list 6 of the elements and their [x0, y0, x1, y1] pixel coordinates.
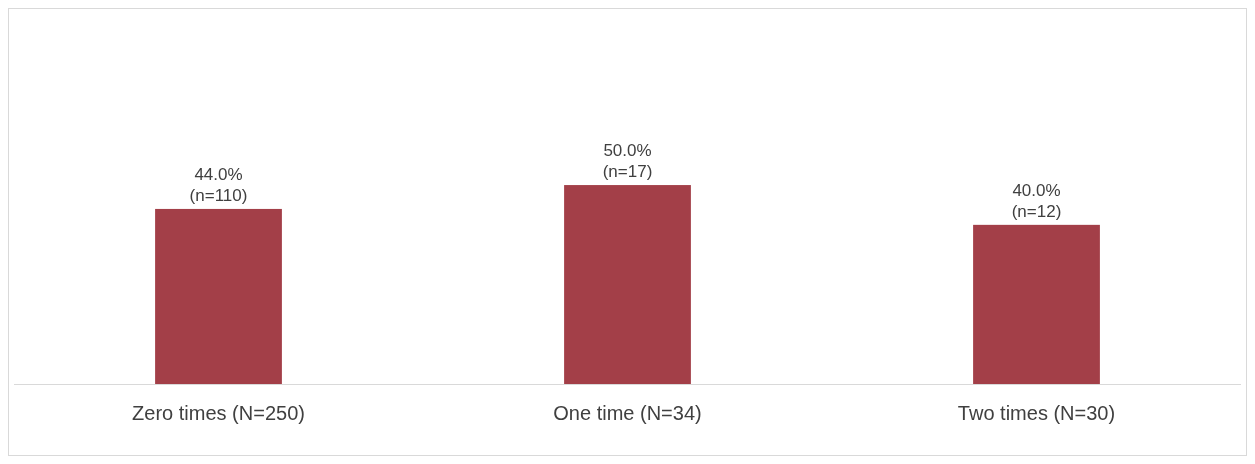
data-label: 50.0% (n=17)	[602, 141, 653, 182]
x-tick-label: Two times (N=30)	[957, 402, 1116, 424]
x-tick-label: Zero times (N=250)	[132, 402, 305, 424]
data-label: 44.0% (n=110)	[189, 164, 248, 205]
x-tick-label: One time (N=34)	[553, 402, 702, 424]
data-label: 40.0% (n=12)	[1011, 180, 1062, 221]
